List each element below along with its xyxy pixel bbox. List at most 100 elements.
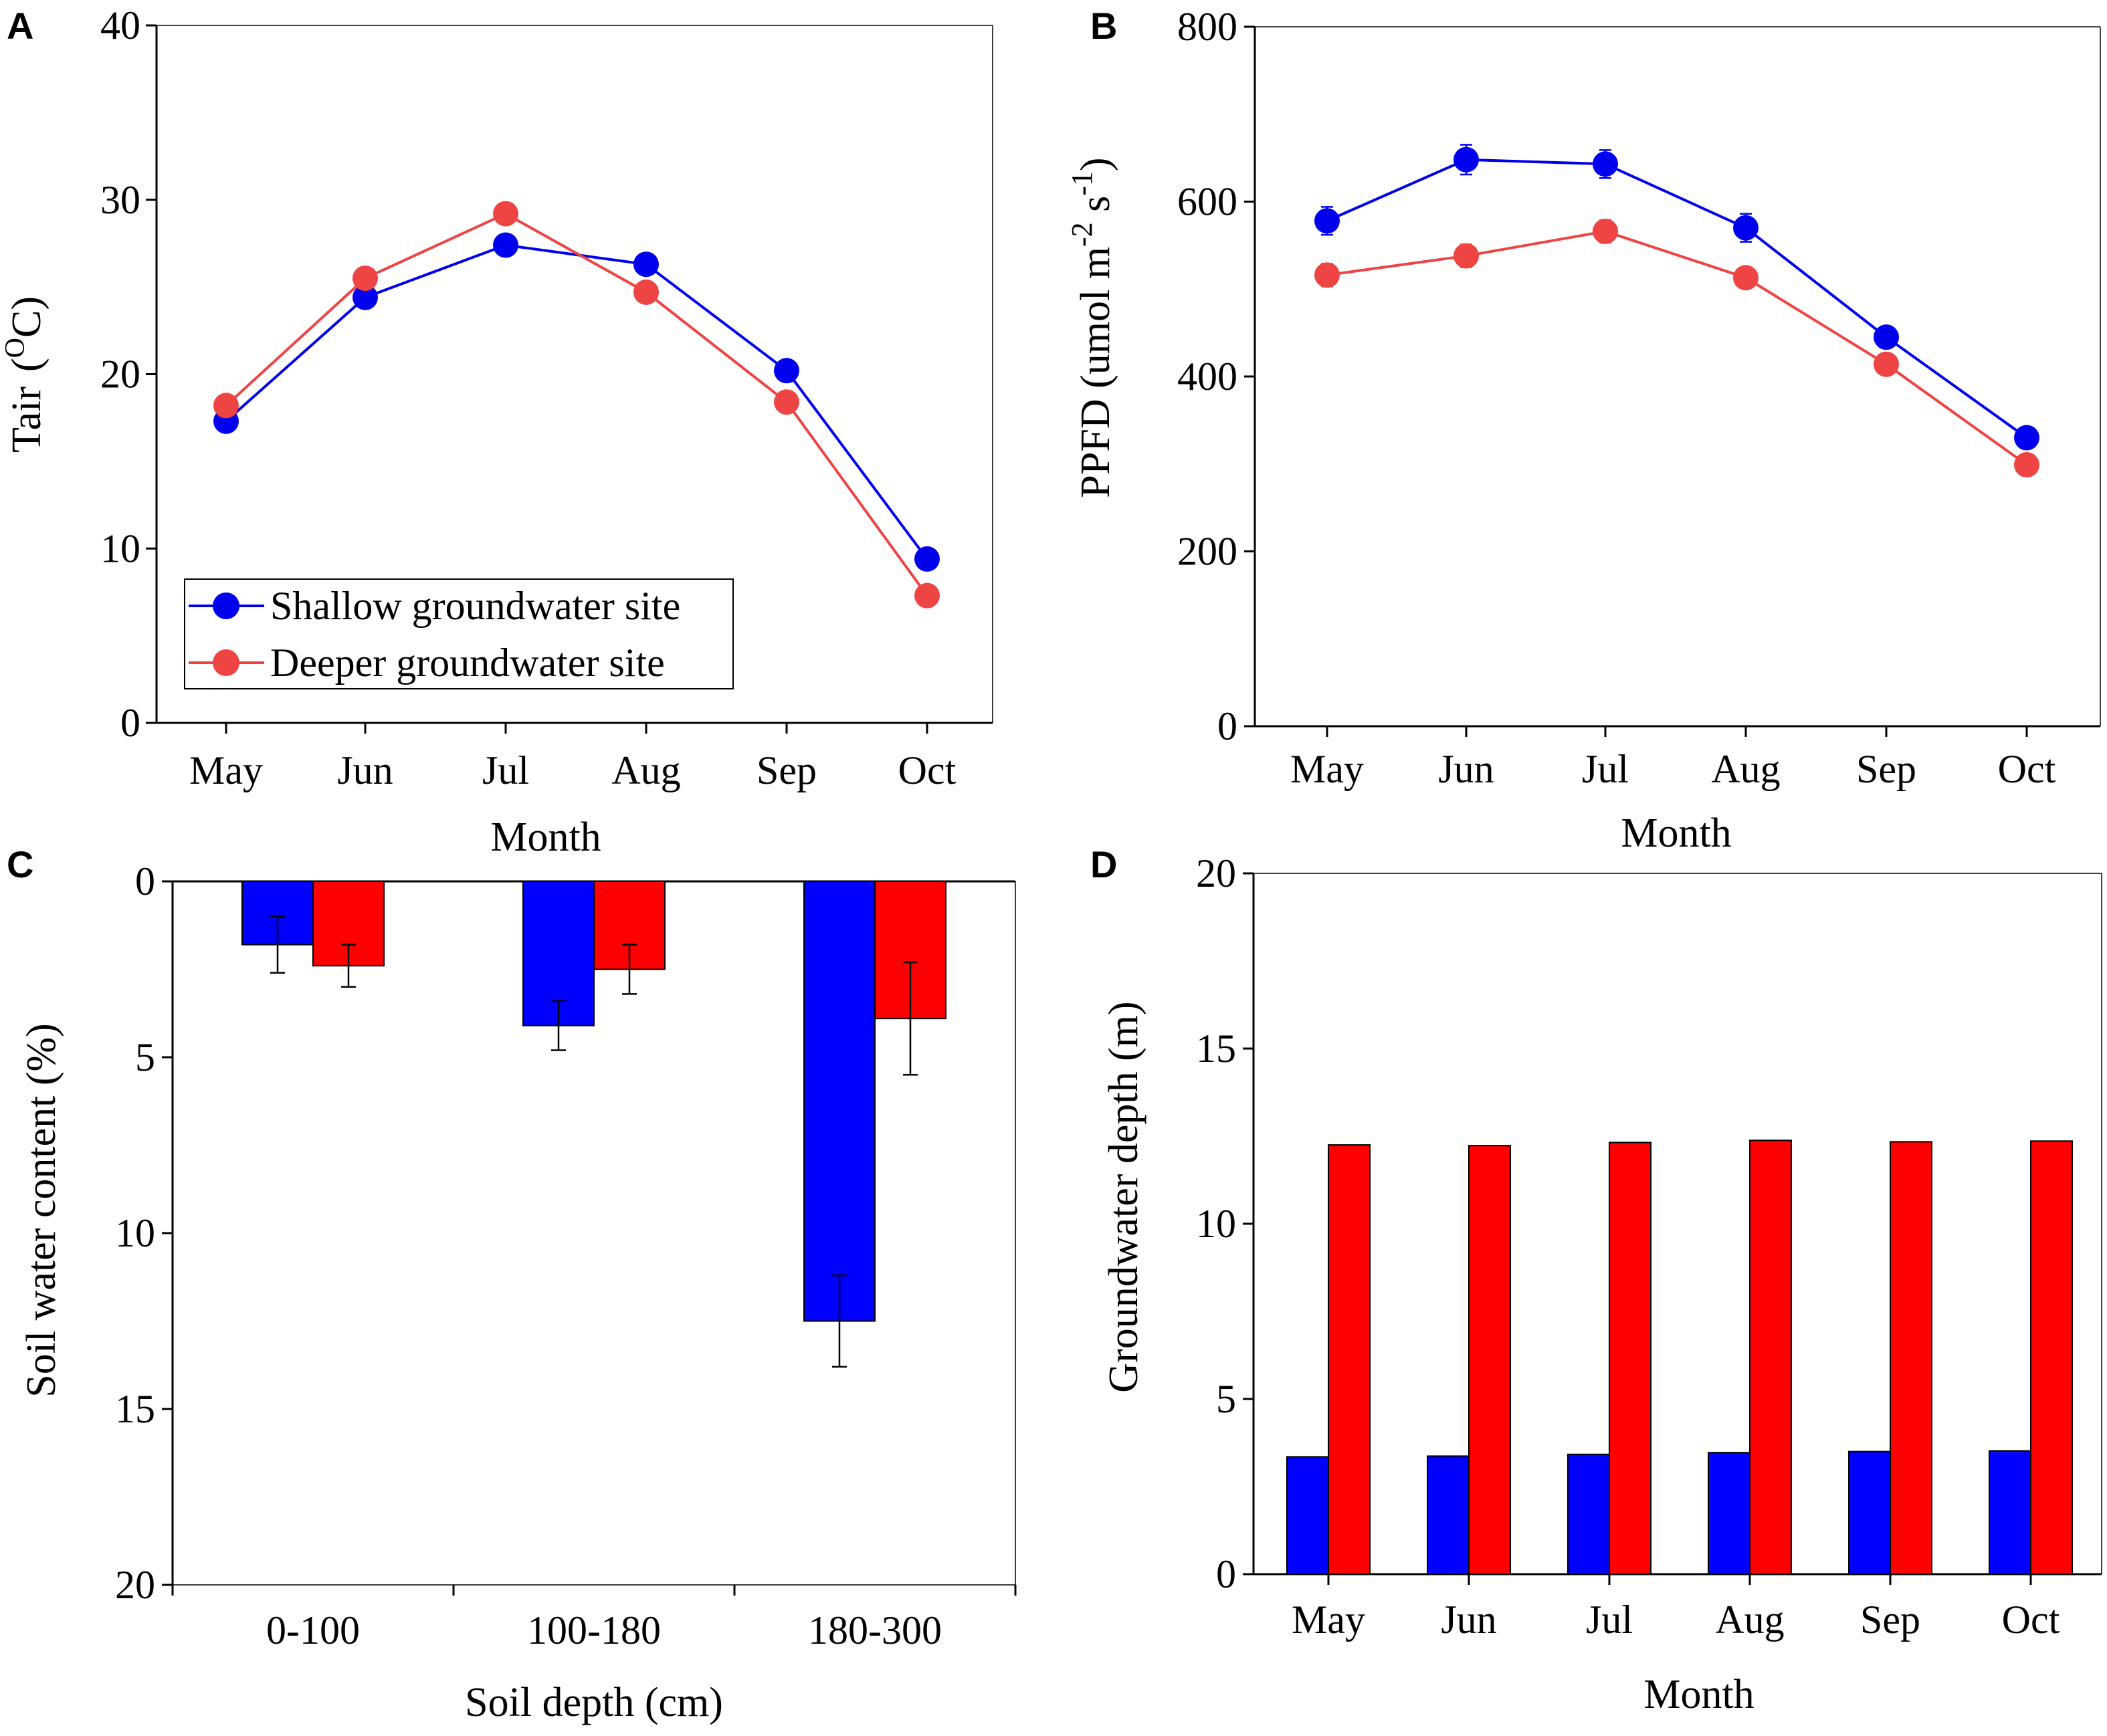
panel-d-ytick-label-0: 0 bbox=[1216, 1552, 1236, 1596]
panel-d-y-ticks: 0 5 10 15 20 bbox=[1196, 851, 1253, 1596]
panel-letter-c: C bbox=[7, 843, 33, 885]
panel-a-tair-chart: 0 10 20 30 40 May Jun Jul Aug Sep Oct Month Tair (… bbox=[0, 3, 993, 860]
panel-a-ytick-label-0: 0 bbox=[120, 701, 140, 745]
panel-b-y-axis-title: PPFD (umol m-2 s-1) bbox=[1066, 157, 1118, 498]
legend-entry-deeper: Deeper groundwater site bbox=[189, 641, 665, 685]
panel-d-shallow-bar-oct bbox=[1989, 1450, 2031, 1575]
panel-a-xtick-label-aug: Aug bbox=[611, 748, 680, 792]
panel-d-ytick-label-10: 10 bbox=[1196, 1202, 1236, 1246]
panel-b-shallow-line bbox=[1326, 158, 2028, 439]
panel-a-deeper-line bbox=[225, 212, 928, 596]
panel-a-shallow-point-oct bbox=[914, 546, 940, 572]
panel-b-ppfd-chart: 0 200 400 600 800 May Jun Jul Aug Sep Oct Month P… bbox=[1066, 5, 2101, 856]
panel-a-x-axis-title: Month bbox=[490, 815, 601, 860]
panel-d-deeper-bar-jul bbox=[1609, 1142, 1651, 1575]
panel-d-xtick-label-sep: Sep bbox=[1860, 1598, 1920, 1642]
panel-b-x-axis-title: Month bbox=[1621, 810, 1731, 856]
panel-d-groundwater-chart: 0 5 10 15 20 May Jun Jul Aug Sep Oct Month Ground… bbox=[1101, 851, 2102, 1717]
panel-a-deeper-point-jul bbox=[493, 201, 518, 227]
panel-a-deeper-point-jun bbox=[353, 265, 378, 292]
panel-b-x-ticks: May Jun Jul Aug Sep Oct bbox=[1290, 726, 2056, 791]
panel-c-ytick-label-10: 10 bbox=[115, 1211, 155, 1255]
panel-a-series bbox=[213, 201, 940, 609]
panel-b-ytick-label-400: 400 bbox=[1177, 354, 1237, 399]
panel-a-y-axis-title: Tair (OC) bbox=[0, 296, 49, 453]
panel-d-y-axis-title: Groundwater depth (m) bbox=[1101, 1001, 1146, 1392]
panel-b-ytick-label-800: 800 bbox=[1177, 5, 1237, 49]
panel-a-deeper-point-oct bbox=[914, 582, 940, 609]
panel-a-y-title-sup: O bbox=[0, 338, 31, 358]
panel-b-y-title-main: PPFD (umol m bbox=[1073, 247, 1118, 498]
panel-d-deeper-bar-aug bbox=[1749, 1140, 1792, 1575]
panel-b-xtick-label-oct: Oct bbox=[1998, 747, 2056, 791]
panel-d-shallow-bar-jun bbox=[1427, 1455, 1470, 1576]
panel-d-shallow-bar-may bbox=[1286, 1456, 1329, 1575]
legend-shallow-label: Shallow groundwater site bbox=[270, 584, 680, 628]
panel-c-x-axis-title: Soil depth (cm) bbox=[465, 1680, 723, 1725]
panel-a-y-title-main: Tair bbox=[4, 387, 49, 453]
legend-entry-shallow: Shallow groundwater site bbox=[189, 584, 680, 628]
panel-a-shallow-point-sep bbox=[774, 358, 799, 384]
panel-a-xtick-label-sep: Sep bbox=[757, 748, 817, 792]
panel-b-deeper-point-may bbox=[1314, 262, 1340, 288]
panel-a-x-ticks: May Jun Jul Aug Sep Oct bbox=[189, 723, 957, 792]
panel-b-shallow-point-aug bbox=[1733, 215, 1759, 241]
panel-letter-b: B bbox=[1090, 5, 1117, 47]
panel-letter-a: A bbox=[7, 5, 33, 47]
panel-b-y-title-end: ) bbox=[1073, 157, 1118, 171]
legend-shallow-marker bbox=[213, 592, 239, 619]
panel-d-deeper-bar-oct bbox=[2030, 1140, 2073, 1576]
panel-b-xtick-label-may: May bbox=[1290, 747, 1364, 791]
panel-a-legend-box bbox=[184, 578, 734, 689]
panel-b-deeper-point-jun bbox=[1453, 243, 1479, 269]
panel-c-xtick-label-100-180: 100-180 bbox=[527, 1608, 661, 1652]
panel-d-ytick-label-5: 5 bbox=[1216, 1377, 1236, 1421]
panel-d-shallow-bar-aug bbox=[1708, 1452, 1750, 1576]
panel-d-deeper-bar-jun bbox=[1468, 1145, 1511, 1575]
panel-d-xtick-label-jun: Jun bbox=[1441, 1598, 1496, 1642]
panel-a-xtick-label-may: May bbox=[189, 748, 263, 792]
panel-b-y-title-mid: s bbox=[1073, 196, 1118, 223]
panel-d-ytick-label-15: 15 bbox=[1196, 1026, 1236, 1071]
panel-a-ytick-label-20: 20 bbox=[100, 352, 140, 397]
panel-c-xtick-label-0-100: 0-100 bbox=[266, 1608, 360, 1652]
panel-c-shallow-bar-180-300 bbox=[803, 881, 876, 1322]
panel-b-ytick-label-600: 600 bbox=[1177, 180, 1237, 224]
panel-b-deeper-point-aug bbox=[1733, 265, 1759, 291]
panel-d-axes bbox=[1252, 873, 2102, 1576]
panel-c-ytick-label-15: 15 bbox=[115, 1387, 155, 1431]
panel-b-deeper-point-oct bbox=[2014, 452, 2039, 478]
panel-b-shallow-point-sep bbox=[1874, 324, 1899, 350]
panel-a-ytick-label-30: 30 bbox=[100, 178, 140, 222]
panel-b-xtick-label-jul: Jul bbox=[1582, 747, 1629, 791]
panel-a-deeper-point-sep bbox=[774, 389, 799, 415]
panel-d-shallow-bar-jul bbox=[1567, 1453, 1610, 1575]
panel-b-xtick-label-jun: Jun bbox=[1438, 747, 1494, 791]
panel-c-soil-water-chart: 0 5 10 15 20 0-100 100-180 180-300 Soil depth … bbox=[19, 859, 1017, 1725]
panel-a-legend: Shallow groundwater site Deeper groundwa… bbox=[184, 578, 734, 689]
panel-b-axes bbox=[1253, 26, 2101, 728]
panel-b-shallow-point-oct bbox=[2014, 425, 2039, 451]
panel-a-deeper-point-may bbox=[213, 393, 239, 419]
panel-a-y-title-paren: ( bbox=[4, 358, 49, 372]
panel-c-bars bbox=[241, 881, 946, 1368]
panel-b-y-title-sup1: -2 bbox=[1066, 222, 1098, 247]
panel-d-xtick-label-may: May bbox=[1292, 1598, 1365, 1642]
panel-d-deeper-bar-sep bbox=[1890, 1141, 1932, 1576]
panel-d-x-ticks: May Jun Jul Aug Sep Oct bbox=[1292, 1574, 2060, 1642]
panel-a-shallow-point-jul bbox=[493, 232, 518, 258]
panel-letter-d: D bbox=[1090, 843, 1117, 885]
panel-d-bars bbox=[1286, 1140, 2073, 1576]
panel-a-ytick-label-10: 10 bbox=[100, 526, 140, 570]
panel-b-shallow-point-jun bbox=[1453, 146, 1479, 173]
legend-deeper-marker bbox=[213, 649, 239, 676]
panel-d-ytick-label-20: 20 bbox=[1196, 851, 1236, 895]
panel-c-xtick-label-180-300: 180-300 bbox=[808, 1608, 942, 1652]
legend-deeper-label: Deeper groundwater site bbox=[270, 641, 665, 685]
panel-b-series bbox=[1314, 144, 2039, 478]
panel-d-deeper-bar-may bbox=[1328, 1144, 1371, 1575]
panel-b-xtick-label-sep: Sep bbox=[1856, 747, 1916, 791]
panel-c-x-ticks: 0-100 100-180 180-300 bbox=[171, 1585, 1017, 1652]
panel-b-deeper-point-sep bbox=[1874, 351, 1899, 377]
panel-a-y-ticks: 0 10 20 30 40 bbox=[100, 3, 157, 745]
